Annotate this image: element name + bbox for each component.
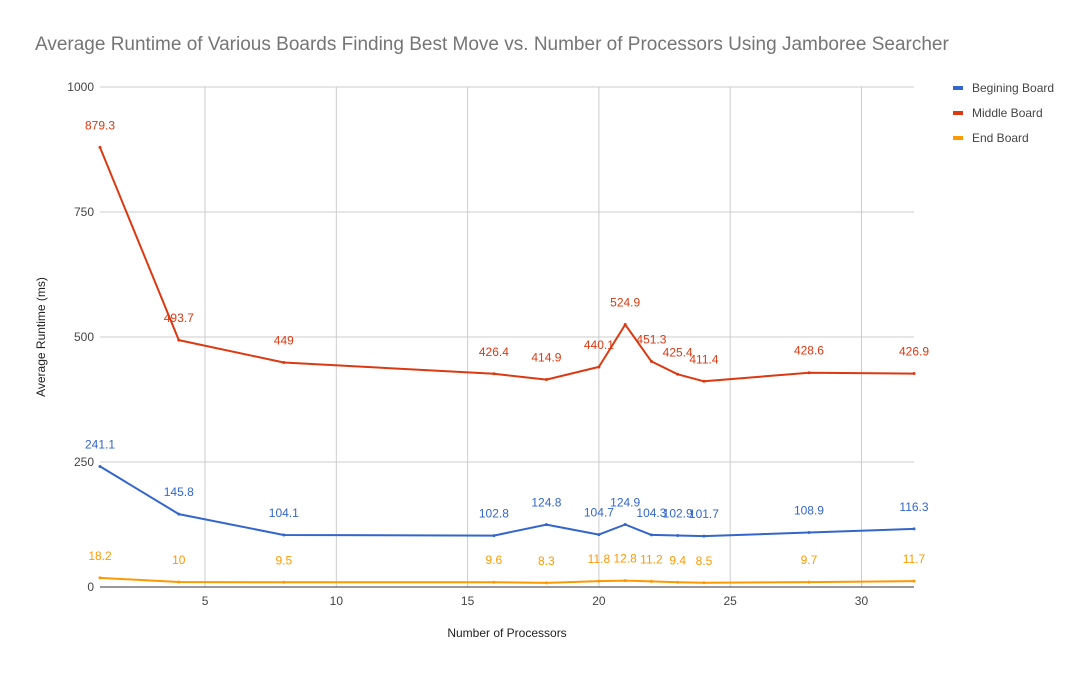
x-tick-label: 5 bbox=[202, 594, 209, 608]
chart-title: Average Runtime of Various Boards Findin… bbox=[35, 34, 949, 55]
data-label-end-board: 8.3 bbox=[538, 554, 555, 568]
series-line-end-board bbox=[99, 576, 915, 584]
data-label-middle-board: 493.7 bbox=[164, 311, 194, 325]
data-label-begining-board: 102.8 bbox=[479, 507, 509, 521]
data-label-middle-board: 449 bbox=[274, 334, 294, 348]
data-label-middle-board: 428.6 bbox=[794, 344, 824, 358]
data-point-begining-board bbox=[544, 523, 548, 527]
x-tick-label: 30 bbox=[855, 594, 869, 608]
data-label-begining-board: 124.9 bbox=[610, 496, 640, 510]
data-point-end-board bbox=[177, 580, 181, 584]
data-label-end-board: 11.8 bbox=[588, 552, 611, 566]
data-label-begining-board: 102.9 bbox=[663, 507, 693, 521]
series-lines bbox=[98, 145, 916, 585]
data-point-end-board bbox=[544, 581, 548, 585]
x-axis-title: Number of Processors bbox=[447, 626, 566, 640]
data-point-begining-board bbox=[676, 534, 680, 538]
axes: 0 250 500 750 1000 5 10 15 20 25 30 Number of Proce… bbox=[34, 80, 914, 640]
data-point-middle-board bbox=[912, 372, 916, 376]
data-label-middle-board: 879.3 bbox=[85, 118, 115, 132]
data-point-middle-board bbox=[649, 359, 653, 363]
data-label-begining-board: 124.8 bbox=[531, 496, 561, 510]
data-label-begining-board: 104.3 bbox=[636, 506, 666, 520]
data-point-end-board bbox=[492, 580, 496, 584]
data-label-middle-board: 414.9 bbox=[531, 351, 561, 365]
data-point-end-board bbox=[676, 580, 680, 584]
legend-label-middle-board: Middle Board bbox=[972, 106, 1043, 120]
data-label-end-board: 8.5 bbox=[696, 554, 713, 568]
y-tick-label: 0 bbox=[87, 580, 94, 594]
data-labels: 241.1 145.8 104.1 102.8 124.8 104.7124.9104.3… bbox=[85, 118, 929, 567]
series-line-middle-board bbox=[99, 147, 915, 383]
data-point-begining-board bbox=[702, 534, 706, 538]
data-label-middle-board: 426.4 bbox=[479, 345, 509, 359]
series-line-begining-board bbox=[99, 465, 915, 538]
data-label-begining-board: 108.9 bbox=[794, 504, 824, 518]
data-label-middle-board: 451.3 bbox=[636, 332, 666, 346]
y-tick-label: 1000 bbox=[67, 80, 94, 94]
y-tick-label: 250 bbox=[74, 455, 94, 469]
data-point-begining-board bbox=[282, 533, 286, 537]
data-point-middle-board bbox=[623, 323, 627, 327]
data-point-middle-board bbox=[597, 365, 601, 369]
data-label-end-board: 18.2 bbox=[88, 549, 112, 563]
x-tick-label: 20 bbox=[592, 594, 606, 608]
data-point-end-board bbox=[623, 579, 627, 583]
data-point-middle-board bbox=[282, 361, 286, 364]
data-point-end-board bbox=[702, 581, 706, 585]
data-point-end-board bbox=[98, 576, 102, 580]
data-label-middle-board: 411.4 bbox=[689, 352, 718, 366]
data-point-begining-board bbox=[623, 523, 627, 527]
data-label-begining-board: 241.1 bbox=[85, 437, 115, 451]
data-point-begining-board bbox=[597, 533, 601, 537]
data-label-begining-board: 116.3 bbox=[899, 500, 928, 514]
data-point-begining-board bbox=[807, 531, 811, 535]
data-point-middle-board bbox=[177, 338, 181, 342]
data-point-middle-board bbox=[676, 372, 680, 376]
data-point-begining-board bbox=[492, 534, 496, 538]
data-label-end-board: 10 bbox=[172, 553, 186, 567]
data-label-end-board: 11.7 bbox=[903, 552, 926, 566]
data-point-begining-board bbox=[649, 533, 653, 537]
data-label-begining-board: 104.1 bbox=[269, 506, 299, 520]
data-point-end-board bbox=[282, 580, 286, 584]
data-point-middle-board bbox=[544, 378, 548, 382]
grid bbox=[100, 86, 914, 587]
data-label-end-board: 9.6 bbox=[486, 553, 503, 567]
data-label-middle-board: 426.9 bbox=[899, 345, 929, 359]
data-label-begining-board: 101.7 bbox=[689, 507, 719, 521]
data-label-end-board: 12.8 bbox=[613, 552, 637, 566]
x-tick-label: 15 bbox=[461, 594, 475, 608]
y-tick-label: 750 bbox=[74, 205, 94, 219]
legend[interactable]: Begining Board Middle Board End Board bbox=[953, 81, 1054, 145]
data-point-begining-board bbox=[177, 512, 181, 516]
data-point-middle-board bbox=[98, 145, 102, 149]
x-tick-label: 10 bbox=[330, 594, 344, 608]
data-label-end-board: 9.5 bbox=[275, 553, 292, 567]
data-label-end-board: 9.4 bbox=[669, 553, 686, 567]
data-point-middle-board bbox=[492, 372, 496, 376]
data-point-end-board bbox=[649, 579, 653, 583]
data-label-begining-board: 104.7 bbox=[584, 506, 614, 520]
data-point-middle-board bbox=[702, 379, 706, 383]
x-tick-label: 25 bbox=[724, 594, 738, 608]
data-label-begining-board: 145.8 bbox=[164, 485, 194, 499]
data-point-begining-board bbox=[98, 464, 102, 468]
data-label-end-board: 11.2 bbox=[640, 552, 663, 566]
data-label-middle-board: 524.9 bbox=[610, 296, 640, 310]
data-label-middle-board: 440.1 bbox=[584, 338, 614, 352]
data-label-end-board: 9.7 bbox=[801, 553, 818, 567]
data-point-end-board bbox=[597, 579, 601, 583]
y-axis-title: Average Runtime (ms) bbox=[34, 277, 48, 397]
data-point-middle-board bbox=[807, 371, 811, 375]
legend-label-end-board: End Board bbox=[972, 131, 1029, 145]
data-point-end-board bbox=[807, 580, 811, 584]
y-tick-label: 500 bbox=[74, 330, 94, 344]
data-point-end-board bbox=[912, 579, 916, 583]
data-label-middle-board: 425.4 bbox=[663, 345, 693, 359]
legend-label-begining-board: Begining Board bbox=[972, 81, 1054, 95]
data-point-begining-board bbox=[912, 527, 916, 531]
